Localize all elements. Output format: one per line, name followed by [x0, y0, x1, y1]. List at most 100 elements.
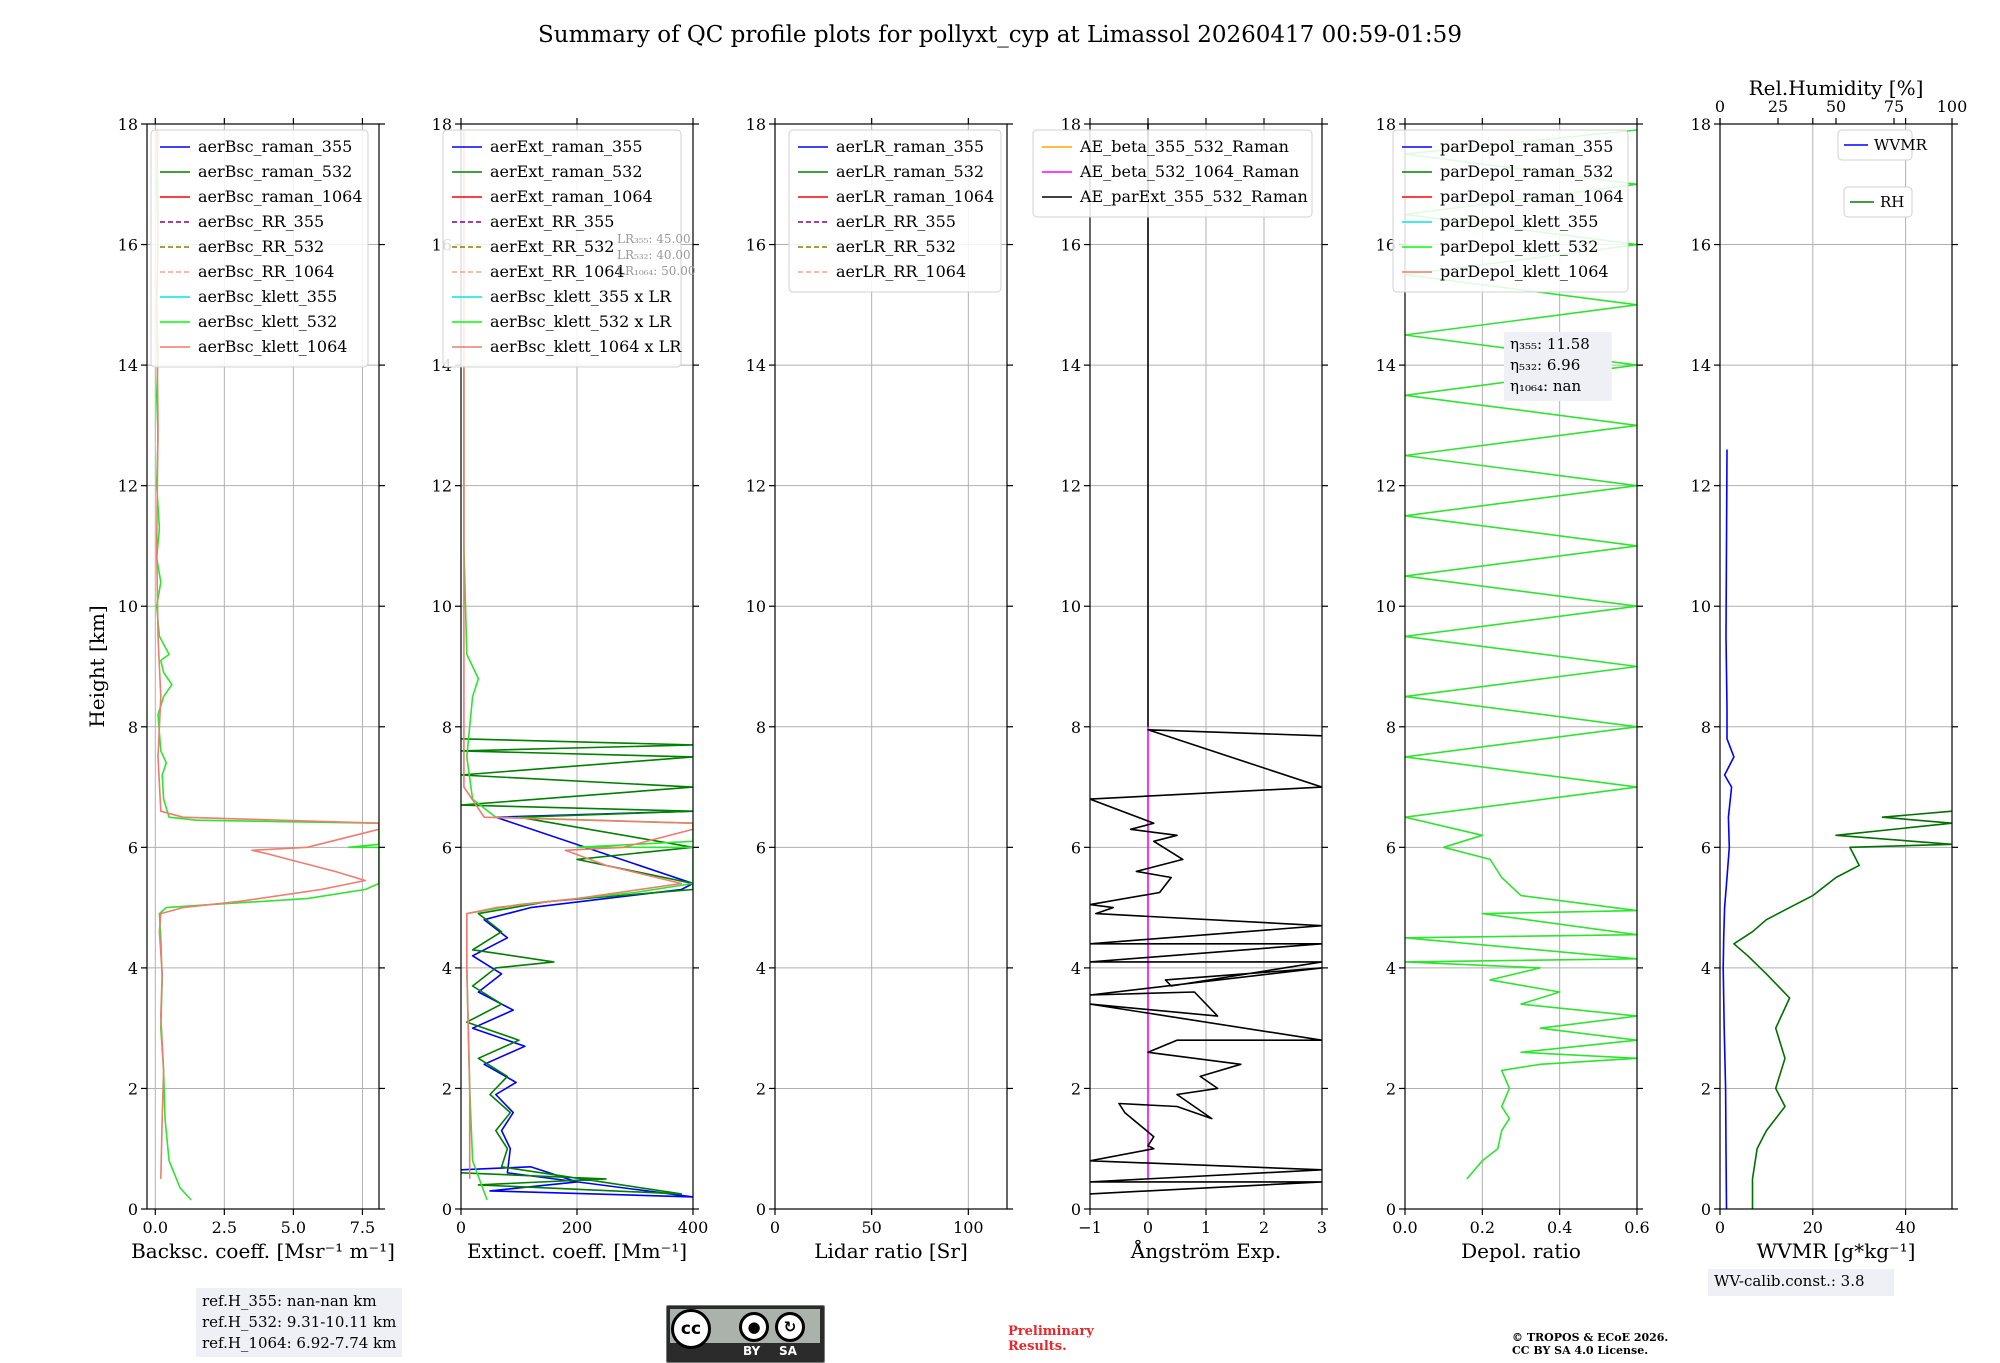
legend-label: aerBsc_RR_1064	[198, 262, 334, 281]
x-axis-label: Ångström Exp.	[1130, 1238, 1281, 1263]
y-axis-label: Height [km]	[85, 605, 109, 727]
legend-label: parDepol_raman_355	[1440, 137, 1613, 156]
y-tick-label: 2	[1386, 1079, 1396, 1098]
series-aerExt_raman_532	[461, 738, 693, 1195]
axes-frame	[146, 123, 380, 1210]
top-x-tick-label: 25	[1768, 97, 1788, 116]
legend-box	[788, 129, 1002, 293]
y-tick-label: 12	[746, 477, 766, 496]
legend-label: aerLR_raman_532	[836, 162, 984, 181]
y-tick-label: 8	[442, 718, 452, 737]
y-tick-label: 18	[1376, 115, 1396, 134]
y-tick-label: 2	[442, 1079, 452, 1098]
preliminary-line-2: Results.	[1008, 1339, 1067, 1354]
y-tick-label: 10	[118, 597, 138, 616]
annotation-text: η₅₃₂: 6.96	[1510, 356, 1580, 374]
cc-icon: cc	[671, 1309, 711, 1349]
legend-label: parDepol_raman_1064	[1440, 187, 1624, 206]
x-tick-label: 0.0	[1392, 1218, 1417, 1237]
x-axis-label: WVMR [g*kg⁻¹]	[1757, 1239, 1916, 1263]
legend-box	[442, 129, 682, 368]
legend-box	[1843, 186, 1913, 218]
y-tick-label: 14	[1376, 356, 1396, 375]
y-tick-label: 0	[1071, 1200, 1081, 1219]
y-tick-label: 16	[118, 236, 138, 255]
x-tick-label: 0	[1143, 1218, 1153, 1237]
legend-label: aerBsc_raman_532	[198, 162, 352, 181]
legend-label: aerBsc_klett_1064	[198, 337, 347, 356]
y-tick-label: 4	[756, 959, 766, 978]
x-axis-label: Depol. ratio	[1461, 1239, 1581, 1263]
x-axis-label: Backsc. coeff. [Msr⁻¹ m⁻¹]	[131, 1239, 395, 1263]
y-tick-label: 0	[1701, 1200, 1711, 1219]
legend-label: parDepol_klett_532	[1440, 237, 1598, 256]
y-tick-label: 2	[1701, 1079, 1711, 1098]
x-tick-label: 0.0	[143, 1218, 168, 1237]
annotation-group: η₃₅₅: 11.58 η₅₃₂: 6.96 η₁₀₆₄: nan	[1504, 332, 1612, 401]
y-tick-label: 14	[746, 356, 766, 375]
legend-label: aerBsc_klett_355 x LR	[490, 287, 672, 306]
axes-frame	[1404, 123, 1638, 1210]
legend-wvmr: WVMR	[1837, 129, 1928, 161]
copyright-line-2: CC BY SA 4.0 License.	[1512, 1344, 1649, 1357]
y-tick-label: 12	[1691, 477, 1711, 496]
y-tick-label: 2	[756, 1079, 766, 1098]
y-tick-label: 18	[746, 115, 766, 134]
y-tick-label: 18	[1061, 115, 1081, 134]
legend-label: aerLR_raman_1064	[836, 187, 994, 206]
annotation-bg	[1504, 332, 1612, 401]
legend-label: aerExt_raman_355	[490, 137, 643, 156]
y-tick-label: 8	[1071, 718, 1081, 737]
series-AE_parExt_355_532_Raman	[1090, 728, 1322, 1195]
preliminary-note: Preliminary Results.	[1008, 1324, 1094, 1354]
x-tick-label: 0.6	[1624, 1218, 1649, 1237]
ref-height-1064: ref.H_1064: 6.92-7.74 km	[202, 1334, 397, 1352]
legend-label: WVMR	[1874, 136, 1928, 154]
annotation-text: LR₃₅₅: 45.00	[617, 232, 691, 246]
x-tick-label: 2.5	[212, 1218, 237, 1237]
y-tick-label: 10	[746, 597, 766, 616]
y-tick-label: 2	[1071, 1079, 1081, 1098]
legend: aerLR_raman_355 aerLR_raman_532 aerLR_rama…	[788, 129, 1002, 293]
y-tick-label: 4	[1701, 959, 1711, 978]
y-tick-label: 6	[1386, 838, 1396, 857]
copyright-note: © TROPOS & ECoE 2026. CC BY SA 4.0 Licen…	[1512, 1331, 1668, 1357]
legend-rh: RH	[1843, 186, 1913, 218]
y-tick-label: 16	[746, 236, 766, 255]
annotation-text: WV-calib.const.: 3.8	[1714, 1272, 1865, 1290]
y-tick-label: 8	[128, 718, 138, 737]
series-group	[1405, 129, 1637, 1180]
share-alike-icon: ↻	[775, 1312, 805, 1342]
series-aerExt_raman_355	[461, 810, 693, 1198]
y-tick-label: 18	[118, 115, 138, 134]
legend-label: parDepol_klett_355	[1440, 212, 1598, 231]
series-aerBsc_klett_1064	[155, 129, 379, 1179]
y-tick-label: 16	[1376, 236, 1396, 255]
y-tick-label: 10	[1691, 597, 1711, 616]
legend-label: aerLR_RR_532	[836, 237, 956, 256]
y-tick-label: 16	[1691, 236, 1711, 255]
annotation-text: η₃₅₅: 11.58	[1510, 335, 1590, 353]
legend: aerBsc_raman_355 aerBsc_raman_532 aerBsc_r…	[150, 129, 369, 368]
y-tick-label: 2	[128, 1079, 138, 1098]
legend-label: aerLR_RR_355	[836, 212, 956, 231]
legend-label: aerBsc_klett_532	[198, 312, 337, 331]
legend-label: AE_parExt_355_532_Raman	[1079, 187, 1308, 206]
x-tick-label: 1	[1201, 1218, 1211, 1237]
legend-label: parDepol_raman_532	[1440, 162, 1613, 181]
x-tick-label: −1	[1078, 1218, 1102, 1237]
legend-box	[1032, 129, 1313, 218]
x-tick-label: 200	[562, 1218, 593, 1237]
panel-lidar_ratio: 0 2 4 6 8 10 12 14 16 18 0 50 100 Lidar ratio [Sr] aer…	[746, 115, 1013, 1263]
x-tick-label: 3	[1317, 1218, 1327, 1237]
y-tick-label: 16	[1061, 236, 1081, 255]
y-tick-label: 12	[1376, 477, 1396, 496]
legend-box	[150, 129, 369, 368]
annotation-bg	[1708, 1269, 1894, 1296]
x-axis-label: Extinct. coeff. [Mm⁻¹]	[467, 1239, 687, 1263]
cc-sa-label: SA	[779, 1344, 797, 1358]
y-tick-label: 4	[1386, 959, 1396, 978]
annotation-text: LR₁₀₆₄: 50.00	[617, 264, 695, 278]
ref-height-532: ref.H_532: 9.31-10.11 km	[202, 1313, 397, 1331]
